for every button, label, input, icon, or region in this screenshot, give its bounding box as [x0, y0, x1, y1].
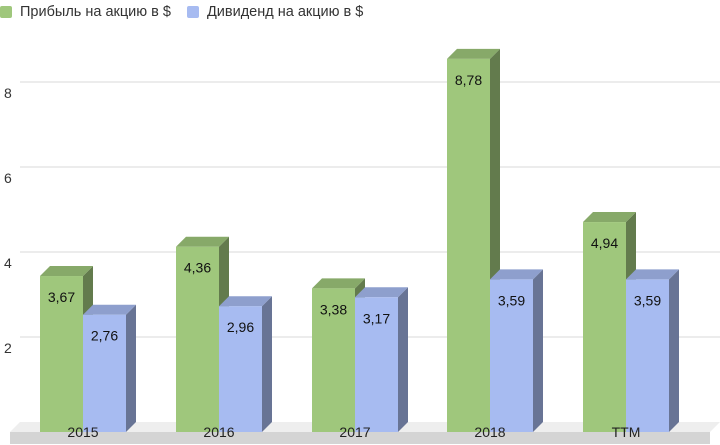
data-label: 2,96: [227, 319, 254, 335]
bars: 3,67 2,76 4,36 2,96 3,38 3,17 8,78 3,59 4,94 3,59: [40, 48, 679, 432]
data-label: 3,59: [634, 292, 661, 308]
bar-side: [398, 287, 408, 432]
bar-side: [533, 269, 543, 432]
bar: [40, 276, 83, 432]
x-tick-label: 2016: [203, 424, 234, 440]
data-label: 3,59: [498, 292, 525, 308]
y-tick-label: 8: [4, 85, 12, 101]
x-axis: 2015 2016 2017 2018 TTM: [67, 424, 640, 440]
y-tick-label: 2: [4, 340, 12, 356]
data-label: 2,76: [91, 328, 118, 344]
x-tick-label: 2018: [474, 424, 505, 440]
bar-side: [262, 296, 272, 432]
bar: [83, 314, 126, 432]
data-label: 4,94: [591, 235, 618, 251]
bar: [490, 279, 533, 432]
data-label: 3,38: [320, 301, 347, 317]
y-tick-label: 4: [4, 255, 12, 271]
legend-label-eps: Прибыль на акцию в $: [20, 4, 171, 20]
bar-top: [40, 266, 93, 277]
legend: Прибыль на акцию в $ Дивиденд на акцию в…: [0, 0, 379, 24]
legend-swatch-eps: [0, 6, 12, 18]
bar-top: [83, 304, 136, 315]
y-axis: 2 4 6 8: [4, 85, 12, 356]
bar: [312, 288, 355, 432]
bar: [583, 222, 626, 432]
bar-side: [126, 304, 136, 432]
bar-top: [355, 287, 408, 298]
data-label: 3,17: [363, 310, 390, 326]
legend-item-eps[interactable]: Прибыль на акцию в $: [0, 4, 171, 20]
bar-top: [219, 296, 272, 307]
floor-front: [10, 432, 710, 444]
x-tick-label: 2017: [339, 424, 370, 440]
bar: [176, 246, 219, 432]
data-label: 8,78: [455, 72, 482, 88]
bar-top: [176, 236, 229, 247]
bar: [219, 306, 262, 432]
x-tick-label: TTM: [612, 424, 641, 440]
bar: [447, 58, 490, 432]
x-tick-label: 2015: [67, 424, 98, 440]
legend-swatch-dividend: [186, 6, 199, 18]
bar: [355, 297, 398, 432]
data-label: 3,67: [48, 289, 75, 305]
bar-top: [583, 212, 636, 223]
legend-label-dividend: Дивиденд на акцию в $: [206, 4, 364, 20]
legend-item-dividend[interactable]: Дивиденд на акцию в $: [186, 4, 364, 20]
data-label: 4,36: [184, 260, 211, 276]
bar-top: [490, 269, 543, 280]
bar: [626, 279, 669, 432]
bar-top: [312, 278, 365, 289]
bar-side: [669, 269, 679, 432]
y-tick-label: 6: [4, 170, 12, 186]
bar-top: [447, 48, 500, 59]
bar-top: [626, 269, 679, 280]
